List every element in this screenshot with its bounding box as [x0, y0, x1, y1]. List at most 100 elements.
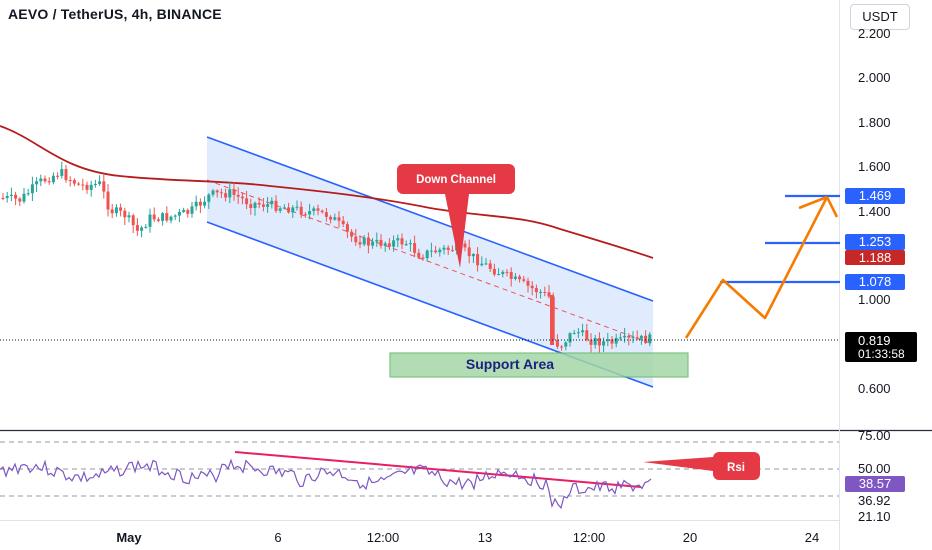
- candle-body: [501, 271, 505, 275]
- y-tick: 1.000: [858, 292, 891, 307]
- candle-body: [614, 337, 618, 344]
- candle-body: [114, 207, 118, 214]
- candle-body: [190, 206, 194, 214]
- candle-body: [526, 280, 530, 286]
- candle-body: [387, 243, 391, 247]
- candle-body: [543, 291, 547, 293]
- candle-body: [320, 210, 324, 213]
- candle-body: [182, 209, 186, 212]
- candle-body: [404, 244, 408, 246]
- candle-body: [131, 215, 135, 226]
- y-tick: 1.400: [858, 204, 891, 219]
- candle-body: [51, 175, 55, 183]
- candle-body: [602, 341, 606, 346]
- x-tick: 12:00: [367, 530, 400, 545]
- candle-body: [39, 178, 43, 182]
- candle-body: [522, 279, 526, 281]
- candle-body: [476, 254, 480, 266]
- candle-body: [135, 225, 139, 231]
- candle-body: [434, 250, 438, 253]
- candle-body: [429, 250, 433, 252]
- candle-body: [169, 216, 173, 221]
- candle-body: [471, 254, 475, 257]
- candle-body: [572, 333, 576, 335]
- candle-body: [148, 214, 152, 227]
- candle-body: [589, 339, 593, 345]
- candle-body: [68, 180, 72, 182]
- currency-selector[interactable]: USDT: [850, 4, 910, 30]
- candle-body: [236, 194, 240, 197]
- rsi-tick: 75.00: [858, 428, 891, 443]
- candle-body: [623, 335, 627, 338]
- candle-body: [203, 201, 207, 206]
- candle-body: [362, 237, 366, 245]
- candle-body: [249, 204, 253, 208]
- candle-body: [438, 249, 442, 253]
- rsi-tick: 21.10: [858, 509, 891, 524]
- price-tag-last: 0.819: [858, 333, 891, 348]
- candle-body: [450, 249, 454, 251]
- x-tick: 6: [274, 530, 281, 545]
- candle-body: [329, 216, 333, 220]
- rsi-tick: 36.92: [858, 493, 891, 508]
- candle-body: [446, 247, 450, 250]
- countdown-tag: 01:33:58: [858, 347, 905, 361]
- down-channel-label: Down Channel: [416, 174, 496, 186]
- candle-body: [560, 346, 564, 348]
- candle-body: [492, 268, 496, 275]
- candle-body: [156, 219, 160, 221]
- candle-body: [219, 192, 223, 194]
- candle-body: [547, 292, 551, 297]
- candle-body: [110, 209, 114, 214]
- candle-body: [123, 210, 127, 218]
- candle-body: [467, 247, 471, 257]
- candle-body: [371, 241, 375, 246]
- candle-body: [14, 194, 18, 199]
- candle-body: [165, 213, 169, 221]
- candle-body: [144, 226, 148, 228]
- candle-body: [505, 271, 509, 273]
- candle-body: [303, 214, 307, 216]
- candle-body: [106, 191, 110, 210]
- candle-body: [291, 207, 295, 213]
- candle-body: [1, 198, 5, 199]
- candle-body: [186, 209, 190, 214]
- x-tick: 12:00: [573, 530, 606, 545]
- candle-body: [597, 338, 601, 346]
- candle-body: [18, 198, 22, 202]
- candle-body: [211, 190, 215, 195]
- y-tick: 1.800: [858, 115, 891, 130]
- candle-body: [606, 339, 610, 342]
- candle-body: [266, 204, 270, 207]
- candle-body: [60, 169, 64, 176]
- x-tick: 13: [478, 530, 492, 545]
- candle-body: [631, 337, 635, 339]
- chart-title: AEVO / TetherUS, 4h, BINANCE: [8, 6, 222, 22]
- candle-body: [635, 337, 639, 339]
- price-tag-target: 1.253: [859, 234, 892, 249]
- candle-body: [308, 211, 312, 215]
- candle-body: [261, 204, 265, 207]
- candle-body: [379, 239, 383, 246]
- candle-body: [425, 250, 429, 259]
- candle-body: [375, 239, 379, 242]
- rsi-line: [0, 458, 652, 510]
- candle-body: [215, 190, 219, 193]
- candle-body: [140, 227, 144, 231]
- candle-body: [257, 202, 261, 205]
- candle-body: [127, 215, 131, 218]
- candle-body: [576, 332, 580, 334]
- candle-body: [413, 243, 417, 253]
- y-tick: 1.600: [858, 159, 891, 174]
- candle-body: [240, 196, 244, 199]
- candle-body: [648, 334, 652, 344]
- candle-body: [530, 285, 534, 289]
- candle-body: [102, 181, 106, 192]
- candle-body: [408, 243, 412, 245]
- candle-body: [295, 206, 299, 208]
- candle-body: [287, 207, 291, 213]
- candle-body: [400, 238, 404, 245]
- candle-body: [421, 257, 425, 259]
- price-tag-ma: 1.188: [859, 250, 892, 265]
